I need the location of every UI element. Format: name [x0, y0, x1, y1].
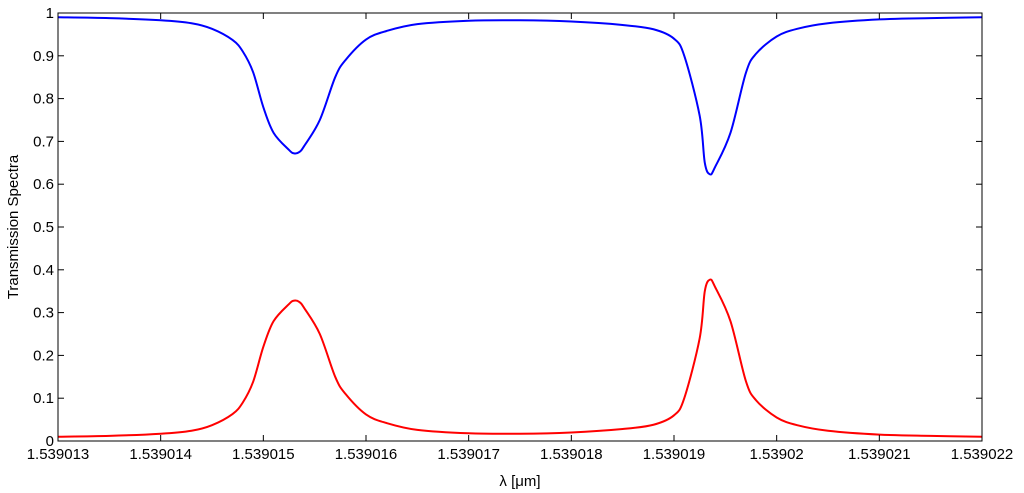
y-tick-label: 0.8	[33, 91, 54, 108]
x-tick-label: 1.539021	[848, 446, 911, 463]
x-tick-label: 1.539015	[232, 446, 295, 463]
x-tick-label: 1.539022	[951, 446, 1014, 463]
y-tick-label: 0.1	[33, 390, 54, 407]
y-tick-label: 0.2	[33, 347, 54, 364]
y-axis-label: Transmission Spectra	[5, 154, 22, 299]
series-line-1	[57, 278, 983, 438]
x-tick-label: 1.539013	[27, 446, 90, 463]
y-tick-label: 0.3	[33, 305, 54, 322]
y-tick-label: 0.6	[33, 176, 54, 193]
x-tick-label: 1.539017	[437, 446, 500, 463]
y-tick-label: 1	[46, 5, 54, 22]
axes-layer: 1.539013 1.539014 1.539015 1.539016 1.539017…	[27, 5, 1014, 463]
x-axis-label: λ [μm]	[499, 473, 540, 490]
x-tick-label: 1.539014	[129, 446, 192, 463]
series-layer	[57, 16, 983, 438]
y-tick-label: 0.5	[33, 219, 54, 236]
y-tick-label: 0.7	[33, 133, 54, 150]
y-tick-label: 0.9	[33, 48, 54, 65]
x-tick-label: 1.539019	[643, 446, 706, 463]
x-tick-label: 1.539016	[335, 446, 398, 463]
x-tick-label: 1.53902	[750, 446, 804, 463]
plot-area	[57, 12, 983, 442]
x-tick-label: 1.539018	[540, 446, 603, 463]
series-line-0	[57, 16, 983, 176]
y-tick-label: 0.4	[33, 262, 54, 279]
y-tick-label: 0	[46, 433, 54, 450]
